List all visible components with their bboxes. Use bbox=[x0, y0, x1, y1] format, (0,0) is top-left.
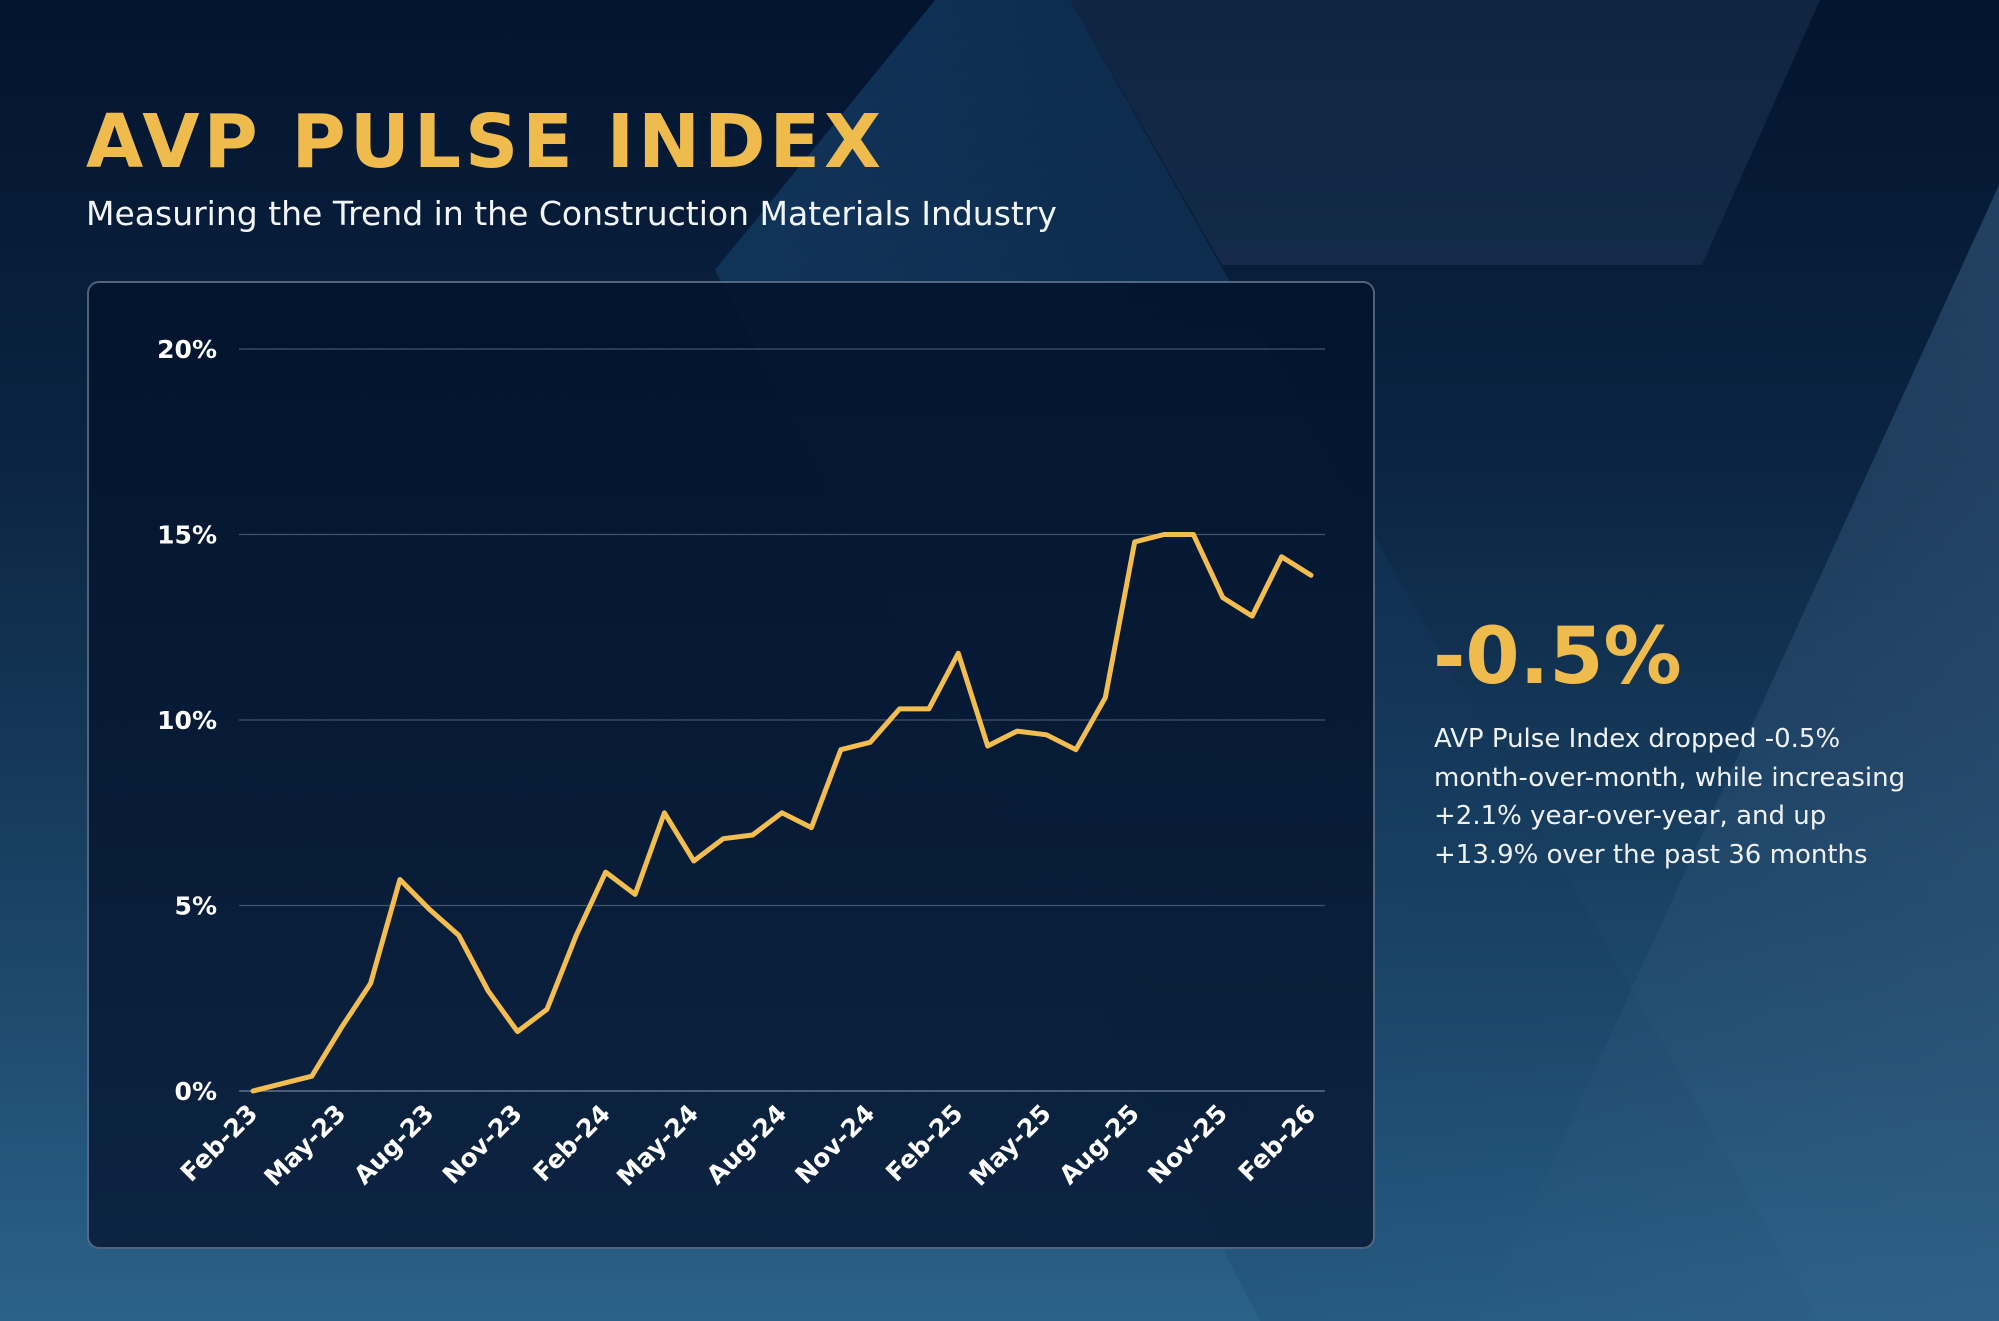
y-axis-ticks: 0% 5% 10% 15% 20% bbox=[157, 335, 217, 1106]
x-tick-label: Feb-24 bbox=[527, 1099, 615, 1187]
x-tick-label: Feb-23 bbox=[175, 1099, 263, 1187]
page-title: AVP PULSE INDEX bbox=[86, 99, 886, 185]
x-tick-label: May-24 bbox=[611, 1099, 704, 1192]
chart-panel bbox=[87, 281, 1375, 1249]
y-tick-label: 15% bbox=[157, 521, 217, 550]
kpi-line: +2.1% year-over-year, and up bbox=[1434, 801, 1827, 831]
series-layer bbox=[250, 532, 1314, 1094]
bg-panel-top bbox=[1070, 0, 1820, 265]
y-tick-label: 0% bbox=[175, 1077, 217, 1106]
gridlines bbox=[239, 348, 1325, 1092]
x-tick-label: Nov-25 bbox=[1142, 1099, 1233, 1190]
x-tick-label: Feb-25 bbox=[880, 1099, 968, 1187]
x-tick-label: Feb-26 bbox=[1233, 1099, 1321, 1187]
kpi-value: -0.5% bbox=[1433, 612, 1682, 702]
y-tick-label: 20% bbox=[157, 335, 217, 364]
series-line bbox=[250, 532, 1314, 1094]
bg-band-right bbox=[1480, 185, 1999, 1321]
x-tick-label: Aug-24 bbox=[701, 1099, 792, 1190]
page-subtitle: Measuring the Trend in the Construction … bbox=[86, 194, 1057, 233]
x-tick-label: Aug-23 bbox=[348, 1099, 439, 1190]
x-tick-label: May-23 bbox=[258, 1099, 351, 1192]
x-tick-label: Nov-24 bbox=[790, 1099, 881, 1190]
x-tick-label: Aug-25 bbox=[1054, 1099, 1145, 1190]
kpi-line: month-over-month, while increasing bbox=[1434, 762, 1906, 793]
kpi-line: +13.9% over the past 36 months bbox=[1434, 839, 1868, 870]
x-tick-label: Nov-23 bbox=[437, 1099, 528, 1190]
kpi-description: AVP Pulse Index dropped -0.5% month-over… bbox=[1434, 720, 1954, 874]
y-tick-label: 5% bbox=[175, 892, 217, 921]
y-tick-label: 10% bbox=[157, 706, 217, 735]
kpi-line: AVP Pulse Index dropped -0.5% bbox=[1434, 724, 1841, 754]
x-tick-label: May-25 bbox=[964, 1099, 1057, 1192]
